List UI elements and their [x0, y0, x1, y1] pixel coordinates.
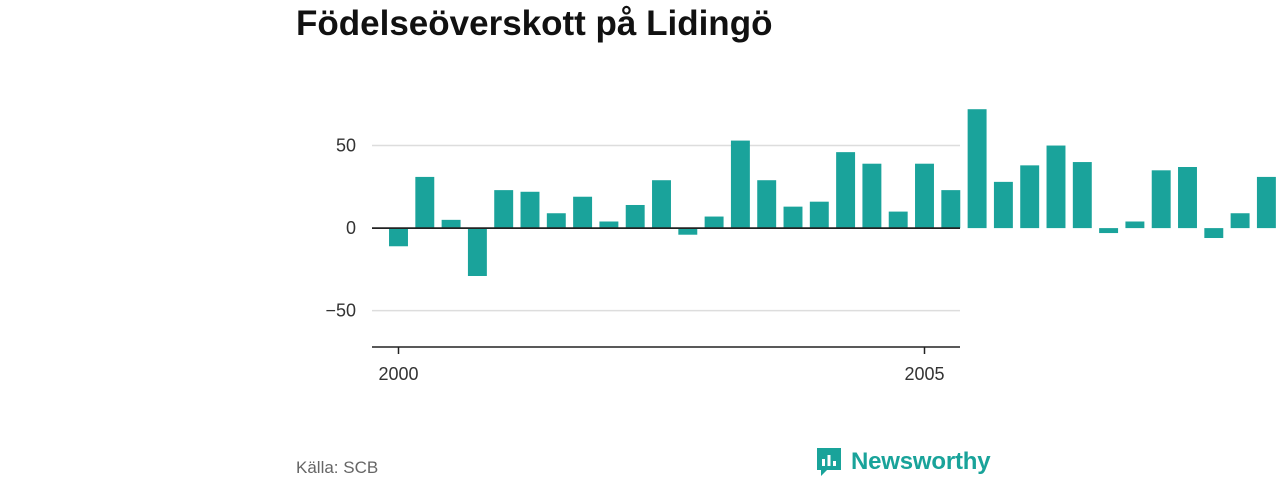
bar [993, 181, 1013, 229]
gridlines [372, 144, 960, 312]
chart-title: Födelseöverskott på Lidingö [296, 4, 773, 43]
newsworthy-logo-icon [817, 448, 841, 476]
y-tick-label: 0 [346, 218, 356, 238]
axes [372, 227, 960, 354]
bar [467, 228, 487, 276]
bar [915, 163, 934, 229]
source-note: Källa: SCB [296, 458, 379, 477]
bar [1178, 167, 1197, 229]
bar [599, 221, 619, 229]
bar [678, 228, 698, 235]
bar [625, 204, 645, 229]
bar [1256, 176, 1276, 229]
bar [941, 190, 961, 229]
bar [836, 152, 856, 229]
bar [809, 201, 829, 229]
bar [441, 219, 461, 229]
bar [1020, 165, 1040, 229]
bar [888, 211, 908, 229]
bar [389, 228, 408, 247]
y-tick-label: 50 [336, 136, 356, 156]
bar [520, 191, 540, 229]
bar [1204, 228, 1224, 239]
bar [652, 180, 671, 229]
tick-labels: −50050200020052010201520202025 [325, 136, 944, 384]
bars [389, 109, 1276, 276]
y-tick-label: −50 [325, 301, 356, 321]
bar [783, 206, 803, 229]
bar [1125, 221, 1145, 229]
bar [546, 213, 566, 229]
bar [1230, 213, 1250, 229]
bar-chart: −50050200020052010201520202025 [325, 109, 1276, 384]
bar [730, 140, 750, 229]
newsworthy-brand: Newsworthy [815, 446, 991, 478]
bar [1046, 145, 1066, 229]
bar [704, 216, 724, 229]
bar [494, 190, 514, 229]
bar [862, 163, 882, 229]
bar [415, 176, 435, 229]
x-tick-label: 2005 [904, 364, 944, 384]
brand-name: Newsworthy [851, 448, 991, 475]
bar [967, 109, 987, 229]
bar [573, 196, 593, 229]
bar [1072, 162, 1092, 229]
bar [1099, 228, 1119, 234]
x-tick-label: 2000 [378, 364, 418, 384]
bar [1151, 170, 1171, 229]
bar [757, 180, 777, 229]
